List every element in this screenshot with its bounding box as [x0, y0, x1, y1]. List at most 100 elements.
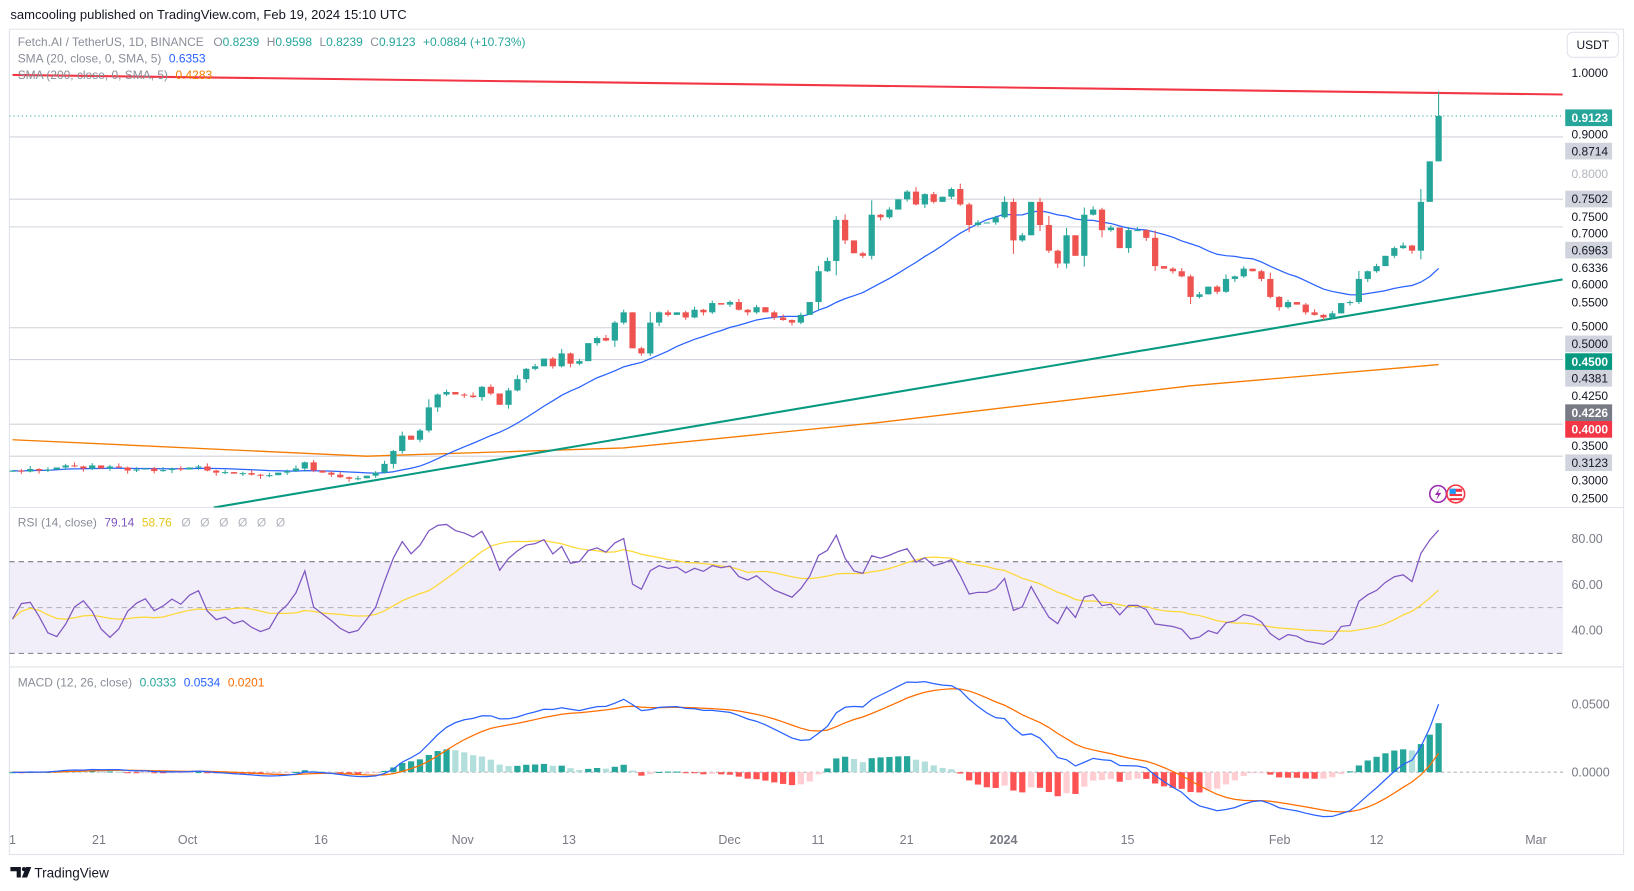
close-value: 0.9123	[379, 35, 416, 49]
macd-histogram-bar	[726, 772, 734, 775]
candle	[434, 393, 441, 412]
macd-histogram-bar	[1284, 772, 1292, 778]
candle	[142, 468, 149, 470]
candle	[266, 472, 273, 478]
candle	[992, 215, 999, 225]
macd-histogram-bar	[966, 772, 973, 781]
time-axis[interactable]: 1 21 Oct 16 Nov 13 Dec 11 21 2024 15 Feb 12 Mar	[9, 833, 1547, 847]
macd-histogram-bar	[647, 772, 654, 775]
candle	[567, 352, 574, 368]
macd-histogram-bar	[124, 772, 131, 774]
candle	[97, 465, 105, 469]
price-pane[interactable]	[9, 73, 1564, 508]
candle-body	[1258, 271, 1265, 279]
candle	[1373, 263, 1380, 273]
macd-histogram-bar	[620, 764, 627, 773]
candle	[815, 265, 822, 311]
macd-histogram-bar	[567, 768, 574, 773]
macd-histogram-bar	[842, 756, 849, 773]
macd-histogram-bar	[1196, 772, 1203, 793]
candle-body	[44, 469, 52, 471]
rsi-pane[interactable]	[9, 523, 1564, 654]
candle-body	[151, 468, 158, 472]
macd-histogram-bar	[363, 772, 370, 774]
macd-histogram-bar	[540, 763, 548, 773]
candle	[301, 461, 308, 472]
candle	[1364, 270, 1371, 283]
sma200-legend[interactable]: SMA (200, close, 0, SMA, 5) 0.4283	[18, 68, 213, 82]
macd-histogram-bar	[948, 769, 955, 773]
candle-body	[469, 395, 477, 398]
macd-histogram-bar	[1054, 772, 1061, 797]
price-axis-label: 0.2500	[1571, 491, 1608, 505]
rsi-legend[interactable]: RSI (14, close) 79.14 58.76 Ø Ø Ø Ø Ø Ø	[18, 515, 285, 529]
candle	[655, 311, 663, 327]
macd-pane[interactable]	[9, 680, 1564, 818]
symbol-legend[interactable]: Fetch.AI / TetherUS, 1D, BINANCE O0.8239…	[18, 35, 526, 49]
macd-histogram-bar	[1400, 749, 1407, 773]
candle-body	[434, 394, 441, 408]
candle-body	[1373, 266, 1380, 272]
candle-body	[62, 465, 69, 468]
candle	[682, 310, 689, 320]
macd-histogram-bar	[1116, 772, 1123, 782]
time-axis-label: 12	[1370, 833, 1384, 847]
macd-histogram-bar	[425, 754, 432, 773]
publish-info: samcooling published on TradingView.com,…	[10, 7, 406, 22]
candle	[443, 389, 450, 397]
candle	[859, 251, 866, 259]
macd-legend[interactable]: MACD (12, 26, close) 0.0333 0.0534 0.020…	[18, 676, 265, 690]
time-axis-label: Nov	[452, 833, 475, 847]
price-label-bg	[1565, 241, 1613, 259]
price-axis-label: 0.5500	[1571, 295, 1608, 309]
currency-label: USDT	[1577, 38, 1610, 52]
macd-histogram-bar	[1028, 772, 1035, 788]
time-axis-label: Dec	[718, 833, 740, 847]
candle	[1010, 198, 1017, 254]
candle	[647, 311, 654, 357]
macd-axis-label: 0.0000	[1571, 765, 1609, 779]
candle-body	[1063, 235, 1070, 264]
candle	[159, 466, 167, 472]
candle	[1284, 299, 1292, 309]
candle	[842, 214, 849, 245]
price-axis-label: 0.7000	[1571, 227, 1608, 241]
candle-body	[1355, 278, 1363, 303]
price-label-bg	[1565, 190, 1613, 208]
time-axis-label: Feb	[1269, 833, 1291, 847]
candle-body	[35, 469, 43, 471]
brand-name: TradingView	[34, 865, 109, 880]
candle	[1081, 207, 1088, 267]
candle	[1090, 206, 1097, 216]
price-axis[interactable]: 1.0000 0.9123 0.9000 0.8714 0.8000 0.7502 0.75…	[1565, 66, 1613, 779]
candle-body	[1010, 201, 1017, 241]
candle-body	[718, 303, 725, 305]
macd-histogram-bar	[1346, 771, 1354, 773]
candle-body	[753, 307, 760, 313]
price-axis-label: 0.5000	[1571, 337, 1608, 351]
candle-body	[1249, 268, 1256, 272]
candle-body	[673, 312, 680, 315]
candle	[1143, 229, 1150, 241]
candle	[53, 467, 60, 470]
macd-histogram-bar	[1267, 772, 1274, 775]
currency-button[interactable]: USDT	[1566, 31, 1619, 58]
candle	[89, 463, 96, 471]
macd-hist-value: 0.0333	[140, 676, 177, 690]
candle	[1346, 300, 1354, 306]
time-axis-label: 1	[9, 833, 16, 847]
macd-histogram-bar	[815, 772, 822, 775]
tradingview-logo[interactable]: TradingView	[10, 865, 109, 880]
candle	[664, 310, 672, 317]
macd-histogram-bar	[1426, 734, 1433, 773]
us-flag-icon[interactable]	[1446, 484, 1466, 504]
candle	[593, 336, 601, 346]
candle	[80, 465, 87, 472]
macd-histogram-bar	[1373, 756, 1380, 773]
macd-signal-line	[12, 688, 1440, 813]
macd-histogram-bar	[859, 762, 866, 773]
lightning-icon[interactable]	[1428, 484, 1448, 504]
candle-body	[549, 358, 556, 367]
sma20-legend[interactable]: SMA (20, close, 0, SMA, 5) 0.6353	[18, 52, 206, 66]
